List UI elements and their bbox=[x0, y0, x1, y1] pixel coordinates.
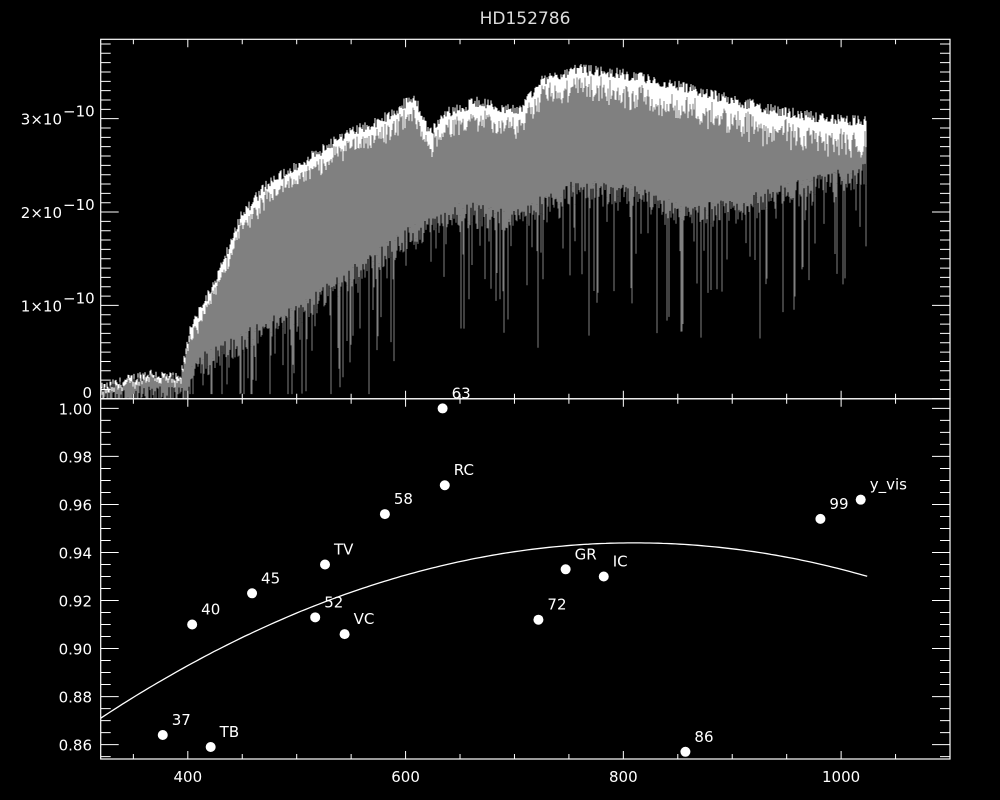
point-label: 45 bbox=[261, 569, 280, 587]
y-tick-label: 0.96 bbox=[59, 496, 92, 514]
point-label: 99 bbox=[829, 495, 848, 513]
point-label: RC bbox=[454, 461, 474, 479]
data-point bbox=[680, 746, 691, 757]
point-label: 72 bbox=[547, 596, 566, 614]
data-point bbox=[320, 559, 331, 570]
y-tick-label: 0.92 bbox=[59, 593, 92, 611]
point-label: VC bbox=[354, 610, 375, 628]
chart-title: HD152786 bbox=[480, 9, 571, 29]
y-tick-label: 0.94 bbox=[59, 544, 92, 562]
spectrum-panel bbox=[100, 64, 867, 399]
y-tick-exponent: −10 bbox=[63, 289, 95, 307]
axis-ticks bbox=[100, 39, 951, 759]
data-point bbox=[339, 629, 350, 640]
data-point bbox=[310, 612, 321, 623]
x-tick-label: 800 bbox=[609, 768, 638, 786]
y-tick-label: 0.86 bbox=[59, 737, 92, 755]
y-tick-label: 0.90 bbox=[59, 641, 92, 659]
point-label: y_vis bbox=[870, 476, 907, 495]
point-label: 58 bbox=[394, 490, 413, 508]
fit-curve bbox=[100, 542, 868, 719]
y-tick-label: 0.88 bbox=[59, 689, 92, 707]
point-label: IC bbox=[613, 552, 628, 570]
data-point bbox=[815, 513, 826, 524]
y-tick-label: 3×10 bbox=[21, 111, 62, 129]
data-point bbox=[379, 509, 390, 520]
y-tick-label: 1.00 bbox=[59, 400, 92, 418]
y-tick-label: 2×10 bbox=[21, 204, 62, 222]
data-point bbox=[157, 729, 168, 740]
point-label: 63 bbox=[452, 384, 471, 402]
point-label: TV bbox=[333, 540, 354, 558]
y-tick-label: 1×10 bbox=[21, 297, 62, 315]
data-point bbox=[439, 480, 450, 491]
y-tick-label: 0 bbox=[82, 384, 92, 402]
y-tick-label: 0.98 bbox=[59, 448, 92, 466]
spectrum-white-envelope bbox=[100, 64, 867, 399]
data-point bbox=[598, 571, 609, 582]
data-point bbox=[533, 614, 544, 625]
x-tick-label: 400 bbox=[173, 768, 202, 786]
bottom-panel-frame bbox=[100, 398, 951, 760]
data-point bbox=[437, 403, 448, 414]
data-point bbox=[855, 494, 866, 505]
point-label: TB bbox=[219, 723, 239, 741]
axes: 400 600 800 10000.860.880.900.920.940.960.9… bbox=[21, 38, 951, 786]
point-label: 86 bbox=[694, 728, 713, 746]
x-tick-label: 1000 bbox=[822, 768, 860, 786]
point-label: 40 bbox=[201, 601, 220, 619]
point-label: GR bbox=[575, 545, 597, 563]
x-tick-label: 600 bbox=[391, 768, 420, 786]
data-point bbox=[247, 588, 258, 599]
data-point bbox=[187, 619, 198, 630]
point-label: 37 bbox=[172, 711, 191, 729]
scatter-panel: 37 TB 40 45 52 TV VC 58 RC 63 72 GR IC 86 99 y_vis bbox=[100, 384, 907, 757]
y-tick-exponent: −10 bbox=[63, 103, 95, 121]
data-point bbox=[205, 741, 216, 752]
data-point bbox=[560, 564, 571, 575]
point-label: 52 bbox=[324, 593, 343, 611]
y-tick-exponent: −10 bbox=[63, 196, 95, 214]
